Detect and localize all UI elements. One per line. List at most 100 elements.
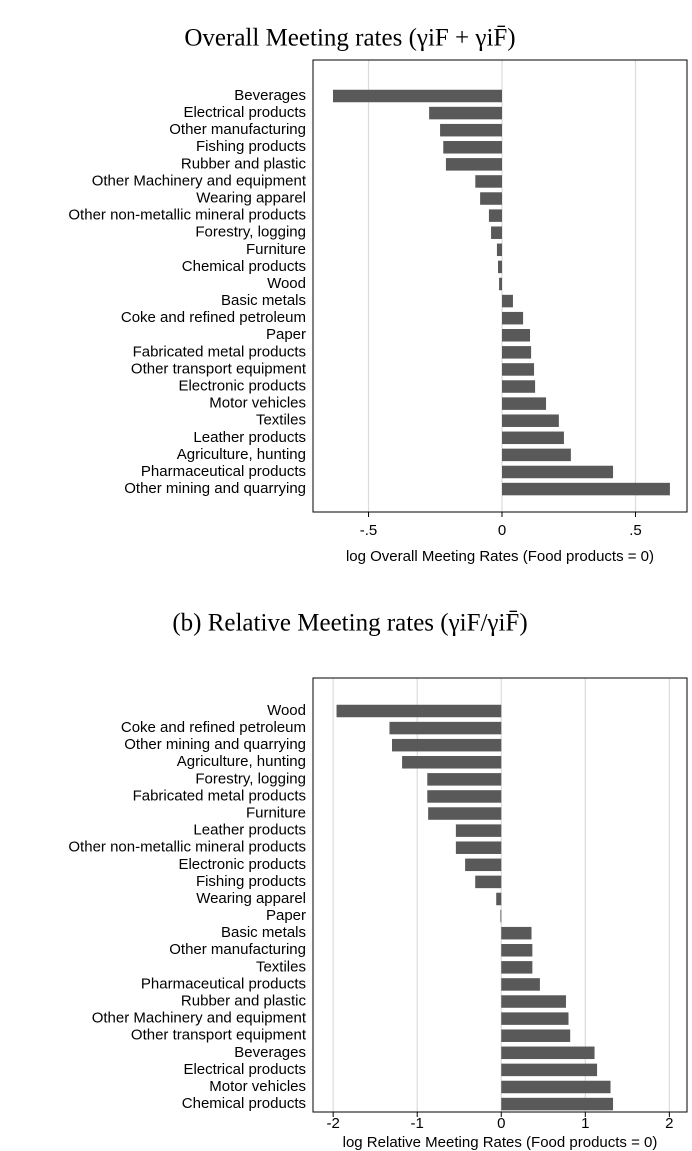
y-tick-label: Motor vehicles (209, 395, 306, 412)
bar (501, 995, 566, 1008)
y-tick-label: Agriculture, hunting (177, 753, 306, 770)
y-tick-label: Textiles (256, 958, 306, 975)
bar (497, 260, 503, 274)
bar (455, 841, 502, 854)
y-tick-label: Electronic products (178, 377, 306, 394)
bar (491, 226, 503, 239)
y-tick-label: Pharmaceutical products (141, 975, 306, 992)
bar (501, 1046, 595, 1060)
bar (496, 892, 502, 906)
bar (499, 277, 503, 291)
y-tick-label: Electrical products (183, 1061, 306, 1078)
y-tick-label: Basic metals (221, 924, 306, 941)
y-tick-label: Forestry, logging (195, 224, 306, 241)
x-axis-label: log Relative Meeting Rates (Food product… (343, 1134, 658, 1151)
bar (333, 89, 503, 103)
y-tick-label: Furniture (246, 805, 306, 822)
bar (429, 106, 503, 120)
bar (501, 1080, 611, 1094)
y-tick-label: Textiles (256, 412, 306, 429)
bar (427, 773, 502, 786)
bar (501, 1029, 571, 1042)
y-tick-label: Other non-metallic mineral products (68, 207, 306, 224)
y-tick-label: Chemical products (182, 1095, 306, 1112)
y-tick-label: Chemical products (182, 258, 306, 275)
y-tick-label: Motor vehicles (209, 1078, 306, 1095)
bar (502, 397, 547, 410)
y-tick-label: Agriculture, hunting (177, 446, 306, 463)
bar (501, 1097, 614, 1111)
y-tick-label: Other manufacturing (169, 121, 306, 138)
y-tick-label: Fishing products (196, 873, 306, 890)
bar (445, 158, 503, 171)
y-tick-label: Coke and refined petroleum (121, 309, 306, 326)
bar (501, 961, 533, 974)
y-tick-label: Other manufacturing (169, 941, 306, 958)
y-tick-label: Electronic products (178, 856, 306, 873)
bar (502, 465, 614, 479)
bar (501, 1063, 598, 1077)
y-tick-label: Other mining and quarrying (124, 736, 306, 753)
bar (500, 909, 502, 923)
bar (475, 175, 503, 188)
y-tick-label: Forestry, logging (195, 770, 306, 787)
y-tick-label: Wearing apparel (196, 890, 306, 907)
bar (455, 824, 502, 837)
bar (502, 294, 513, 308)
y-tick-label: Fishing products (196, 138, 306, 155)
y-tick-label: Wood (267, 702, 306, 719)
x-tick-label: -1 (411, 1115, 424, 1132)
y-tick-label: Furniture (246, 241, 306, 258)
y-tick-label: Other mining and quarrying (124, 480, 306, 497)
y-tick-label: Beverages (234, 87, 306, 104)
bar (502, 431, 564, 445)
bar (440, 123, 503, 137)
bar (465, 858, 502, 872)
y-tick-label: Rubber and plastic (181, 155, 307, 172)
x-axis-label: log Overall Meeting Rates (Food products… (346, 548, 654, 565)
y-tick-label: Paper (266, 907, 306, 924)
y-tick-label: Fabricated metal products (133, 787, 306, 804)
y-tick-label: Electrical products (183, 104, 306, 121)
y-tick-label: Basic metals (221, 292, 306, 309)
y-tick-label: Pharmaceutical products (141, 463, 306, 480)
bar (502, 414, 559, 427)
bar (502, 448, 571, 462)
y-tick-label: Rubber and plastic (181, 992, 307, 1009)
bar (501, 978, 540, 991)
y-tick-label: Wood (267, 275, 306, 292)
bar (502, 380, 536, 393)
plot-frame (312, 677, 688, 1113)
x-tick-label: 0 (498, 522, 506, 539)
bar (389, 721, 502, 735)
x-tick-label: -.5 (360, 522, 378, 539)
bar (501, 944, 533, 957)
x-tick-label: 2 (665, 1115, 673, 1132)
bar (402, 756, 502, 769)
y-tick-label: Other Machinery and equipment (92, 1010, 307, 1027)
bar (502, 363, 535, 376)
bar (428, 807, 502, 820)
bar (427, 790, 502, 803)
x-tick-label: 1 (581, 1115, 589, 1132)
chart-title: (b) Relative Meeting rates (γiF/γiF̄) (172, 610, 527, 637)
y-tick-label: Leather products (193, 822, 306, 839)
y-tick-label: Fabricated metal products (133, 343, 306, 360)
bar (488, 209, 503, 222)
bar (501, 1012, 569, 1025)
y-tick-label: Other transport equipment (131, 360, 307, 377)
y-tick-label: Beverages (234, 1044, 306, 1061)
bar (496, 243, 503, 257)
x-tick-label: .5 (629, 522, 642, 539)
x-tick-label: 0 (497, 1115, 505, 1132)
bar (475, 875, 502, 889)
y-tick-label: Other transport equipment (131, 1027, 307, 1044)
bar (392, 738, 502, 752)
bar (502, 329, 531, 342)
y-tick-label: Leather products (193, 429, 306, 446)
y-tick-label: Wearing apparel (196, 190, 306, 207)
chart-title: Overall Meeting rates (γiF + γiF̄) (184, 25, 515, 52)
x-tick-label: -2 (326, 1115, 339, 1132)
bar (336, 704, 502, 718)
